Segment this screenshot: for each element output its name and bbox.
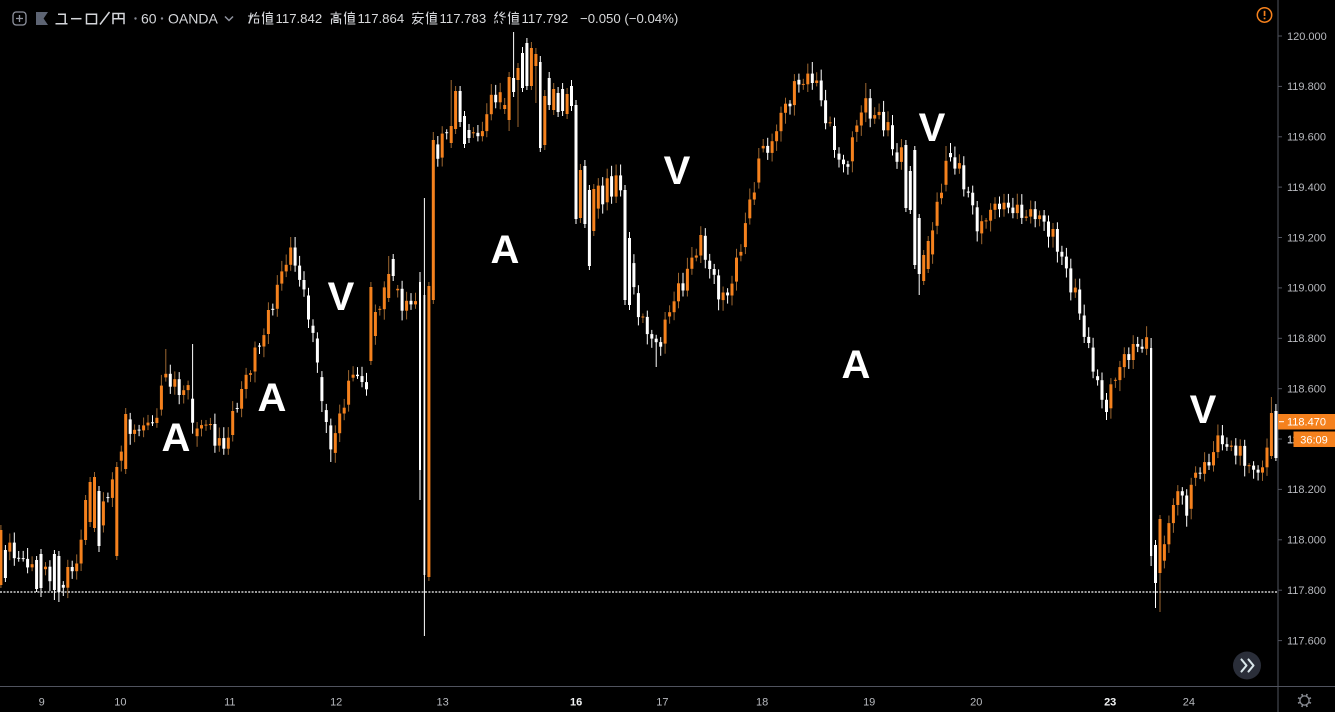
- svg-text:117.600: 117.600: [1287, 635, 1326, 647]
- svg-text:A: A: [491, 228, 520, 272]
- svg-text:118.800: 118.800: [1287, 333, 1326, 345]
- svg-text:A: A: [162, 416, 191, 460]
- svg-text:118.470: 118.470: [1287, 417, 1326, 429]
- svg-text:16: 16: [570, 697, 582, 709]
- svg-text:117.842: 117.842: [276, 11, 323, 26]
- svg-text:118.200: 118.200: [1287, 484, 1326, 496]
- svg-text:A: A: [842, 343, 871, 387]
- svg-text:11: 11: [224, 697, 235, 709]
- svg-text:−0.050 (−0.04%): −0.050 (−0.04%): [580, 11, 678, 26]
- svg-text:12: 12: [330, 697, 342, 709]
- svg-text:19: 19: [863, 697, 875, 709]
- svg-text:118.600: 118.600: [1287, 384, 1326, 396]
- svg-text:120.000: 120.000: [1287, 31, 1327, 43]
- svg-text:13: 13: [436, 697, 448, 709]
- svg-text:V: V: [1190, 388, 1217, 432]
- svg-text:17: 17: [656, 697, 668, 709]
- svg-text:18: 18: [756, 697, 768, 709]
- svg-text:117.792: 117.792: [522, 11, 569, 26]
- svg-text:36:09: 36:09: [1300, 434, 1328, 446]
- svg-text:60: 60: [141, 11, 157, 27]
- svg-text:118.000: 118.000: [1287, 535, 1326, 547]
- svg-text:119.600: 119.600: [1287, 132, 1326, 144]
- svg-text:119.400: 119.400: [1287, 182, 1326, 194]
- svg-text:119.000: 119.000: [1287, 283, 1326, 295]
- svg-text:OANDA: OANDA: [168, 11, 218, 27]
- svg-text:V: V: [919, 106, 946, 150]
- svg-text:9: 9: [39, 697, 45, 709]
- svg-text:23: 23: [1104, 697, 1116, 709]
- svg-text:V: V: [664, 149, 691, 193]
- svg-text:117.783: 117.783: [440, 11, 487, 26]
- svg-text:119.200: 119.200: [1287, 232, 1326, 244]
- svg-text:119.800: 119.800: [1287, 81, 1326, 93]
- svg-text:24: 24: [1183, 697, 1195, 709]
- svg-text:117.800: 117.800: [1287, 585, 1326, 597]
- svg-text:10: 10: [114, 697, 126, 709]
- svg-text:A: A: [258, 376, 287, 420]
- svg-text:20: 20: [970, 697, 982, 709]
- svg-text:117.864: 117.864: [358, 11, 405, 26]
- svg-text:V: V: [328, 275, 355, 319]
